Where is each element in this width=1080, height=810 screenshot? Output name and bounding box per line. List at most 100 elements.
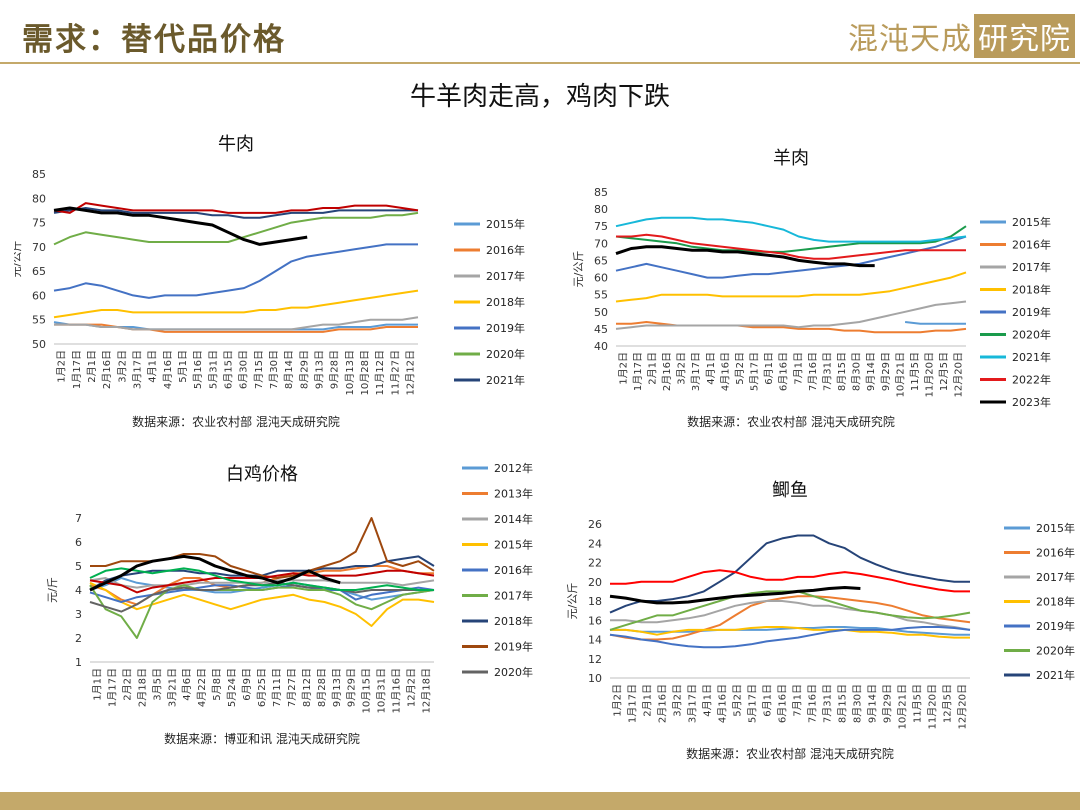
y-tick-label: 85 <box>32 168 46 181</box>
x-tick-label: 2月16日 <box>661 352 673 391</box>
x-tick-label: 7月1日 <box>792 352 804 385</box>
x-tick-label: 8月29日 <box>298 350 310 389</box>
x-tick-label: 6月1日 <box>763 352 775 385</box>
legend-label: 2018年 <box>494 614 533 628</box>
x-tick-label: 4月1日 <box>702 684 714 717</box>
y-tick-label: 50 <box>594 306 608 319</box>
y-tick-label: 7 <box>75 512 82 525</box>
series-line <box>615 225 967 253</box>
x-tick-label: 5月17日 <box>749 352 761 391</box>
x-tick-label: 6月30日 <box>238 350 250 389</box>
source-note: 数据来源：博亚和讯 混沌天成研究院 <box>164 731 360 746</box>
x-tick-label: 12月5日 <box>938 352 950 391</box>
y-tick-label: 18 <box>588 595 602 608</box>
x-tick-label: 5月16日 <box>192 350 204 389</box>
series-line <box>609 595 971 641</box>
legend-label: 2021年 <box>486 373 525 387</box>
legend-label: 2019年 <box>1012 305 1051 319</box>
legend-label: 2023年 <box>1012 395 1051 409</box>
beef-price-chart: 牛肉 50 55 60 65 70 75 80 85 元/公斤 1月2日 1月17日 2月1日 2月16日… <box>14 134 525 429</box>
y-tick-label: 40 <box>594 340 608 353</box>
x-tick-label: 2月1日 <box>646 352 658 385</box>
x-tick-label: 7月27日 <box>286 668 298 707</box>
series-line <box>89 581 435 627</box>
y-tick-label: 75 <box>32 217 46 230</box>
x-tick-label: 8月15日 <box>836 352 848 391</box>
y-tick-label: 24 <box>588 537 602 550</box>
x-tick-label: 7月31日 <box>821 352 833 391</box>
series-line <box>54 323 418 333</box>
slide-subtitle: 牛羊肉走高，鸡肉下跌 <box>409 82 670 112</box>
y-tick-label: 16 <box>588 614 602 627</box>
y-tick-label: 26 <box>588 518 602 531</box>
source-note: 数据来源：农业农村部 混沌天成研究院 <box>132 414 340 429</box>
x-tick-label: 2月1日 <box>86 350 98 383</box>
x-tick-label: 2月16日 <box>101 350 113 389</box>
series-line <box>616 233 966 260</box>
x-tick-label: 11月27日 <box>389 350 401 395</box>
x-tick-label: 1月2日 <box>612 684 624 717</box>
x-tick-label: 12月2日 <box>406 668 418 707</box>
x-tick-label: 7月1日 <box>792 684 804 717</box>
y-tick-label: 60 <box>594 272 608 285</box>
series-line <box>53 289 419 319</box>
legend-label: 2020年 <box>486 347 525 361</box>
legend-label: 2016年 <box>494 563 533 577</box>
x-tick-label: 6月15日 <box>222 350 234 389</box>
x-tick-label: 2月18日 <box>136 668 148 707</box>
x-tick-label: 1月17日 <box>71 350 83 389</box>
x-tick-label: 4月6日 <box>181 668 193 701</box>
series-line <box>53 243 418 299</box>
x-tick-label: 6月1日 <box>762 684 774 717</box>
x-tick-label: 3月2日 <box>672 684 684 717</box>
series-line <box>904 321 966 325</box>
series-line <box>89 577 435 589</box>
x-tick-label: 8月15日 <box>837 684 849 723</box>
legend-label: 2017年 <box>1036 570 1075 584</box>
y-tick-label: 2 <box>75 632 82 645</box>
x-tick-label: 9月13日 <box>331 668 343 707</box>
legend-label: 2021年 <box>1012 350 1051 364</box>
y-tick-label: 55 <box>594 289 608 302</box>
source-note: 数据来源：农业农村部 混沌天成研究院 <box>687 414 895 429</box>
series-line <box>54 316 419 331</box>
chicken-price-chart: 白鸡价格 1 2 3 4 5 6 7 元/斤 1月1日 1月17日 2月2日 2月18日 3月5日 3月21… <box>46 461 533 746</box>
x-tick-label: 5月1日 <box>177 350 189 383</box>
x-tick-label: 3月17日 <box>687 684 699 723</box>
legend-label: 2014年 <box>494 512 533 526</box>
page-title: 需求：替代品价格 <box>22 22 286 58</box>
x-tick-label: 5月2日 <box>732 684 744 717</box>
x-tick-label: 4月16日 <box>717 684 729 723</box>
series-line <box>90 517 435 579</box>
y-tick-label: 1 <box>75 656 82 669</box>
y-tick-label: 70 <box>594 237 608 250</box>
x-tick-label: 3月2日 <box>676 352 688 385</box>
x-tick-label: 2月1日 <box>642 684 654 717</box>
legend-label: 2015年 <box>486 217 525 231</box>
brand-logo: 混沌天成 研究院 <box>848 14 1075 58</box>
x-tick-label: 6月25日 <box>256 668 268 707</box>
x-tick-label: 9月14日 <box>865 352 877 391</box>
x-tick-label: 12月20日 <box>953 352 965 397</box>
y-tick-label: 10 <box>588 672 602 685</box>
x-tick-label: 11月5日 <box>909 352 921 391</box>
series-line <box>615 216 967 243</box>
source-note: 数据来源：农业农村部 混沌天成研究院 <box>686 746 894 761</box>
series-line <box>609 626 971 649</box>
series-line <box>53 211 419 246</box>
x-tick-label: 3月17日 <box>690 352 702 391</box>
x-tick-label: 4月1日 <box>147 350 159 383</box>
x-tick-label: 11月16日 <box>391 668 403 713</box>
x-tick-label: 10月31日 <box>376 668 388 713</box>
x-tick-label: 4月1日 <box>705 352 717 385</box>
y-tick-label: 6 <box>75 536 82 549</box>
series-line <box>615 245 875 268</box>
legend-label: 2018年 <box>486 295 525 309</box>
x-tick-label: 7月31日 <box>822 684 834 723</box>
x-tick-label: 9月14日 <box>867 684 879 723</box>
series-line <box>53 207 418 219</box>
series-line <box>615 235 967 279</box>
y-axis-label: 元/公斤 <box>14 241 23 278</box>
legend-label: 2018年 <box>1012 283 1051 297</box>
x-tick-label: 9月29日 <box>880 352 892 391</box>
